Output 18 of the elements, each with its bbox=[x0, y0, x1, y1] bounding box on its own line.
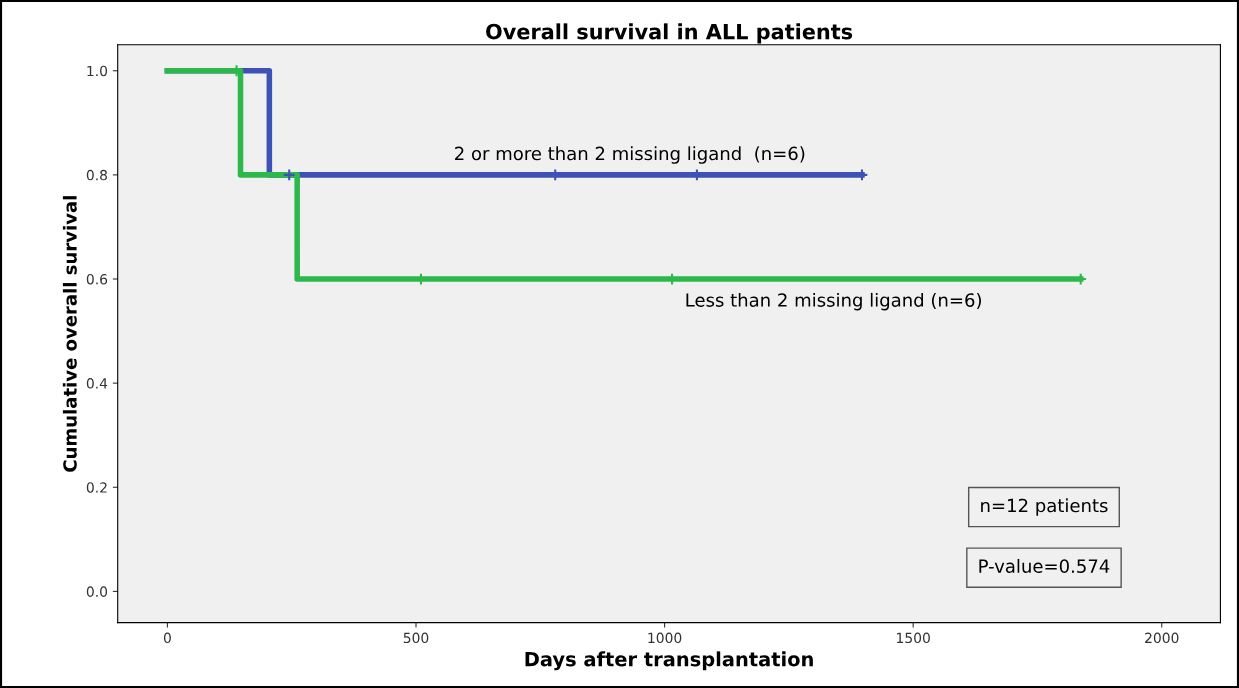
x-tick-label: 0 bbox=[163, 632, 171, 644]
y-tick-label: 0.4 bbox=[86, 378, 108, 389]
x-tick-label: 1500 bbox=[897, 632, 930, 644]
annotation: P-value=0.574 bbox=[979, 559, 1110, 573]
annotation: Less than 2 missing ligand (n=6) bbox=[686, 292, 981, 311]
x-tick-label: 500 bbox=[403, 632, 429, 644]
annotation: 2 or more than 2 missing ligand (n=6) bbox=[455, 146, 805, 164]
y-tick-label: 0.6 bbox=[86, 273, 108, 285]
y-tick-label: 0.8 bbox=[86, 169, 108, 181]
annotation: n=12 patients bbox=[981, 498, 1108, 516]
y-tick-label: 0.2 bbox=[86, 482, 107, 493]
y-axis-title: Cumulative overall survival bbox=[62, 196, 77, 472]
x-tick-label: 1000 bbox=[648, 632, 682, 644]
y-tick-label: 0.0 bbox=[86, 586, 108, 597]
x-tick-label: 2000 bbox=[1145, 632, 1179, 644]
x-axis-title: Days after transplantation bbox=[525, 651, 813, 671]
y-tick-label: 1.0 bbox=[87, 65, 108, 77]
chart-title: Overall survival in ALL patients bbox=[486, 23, 853, 44]
